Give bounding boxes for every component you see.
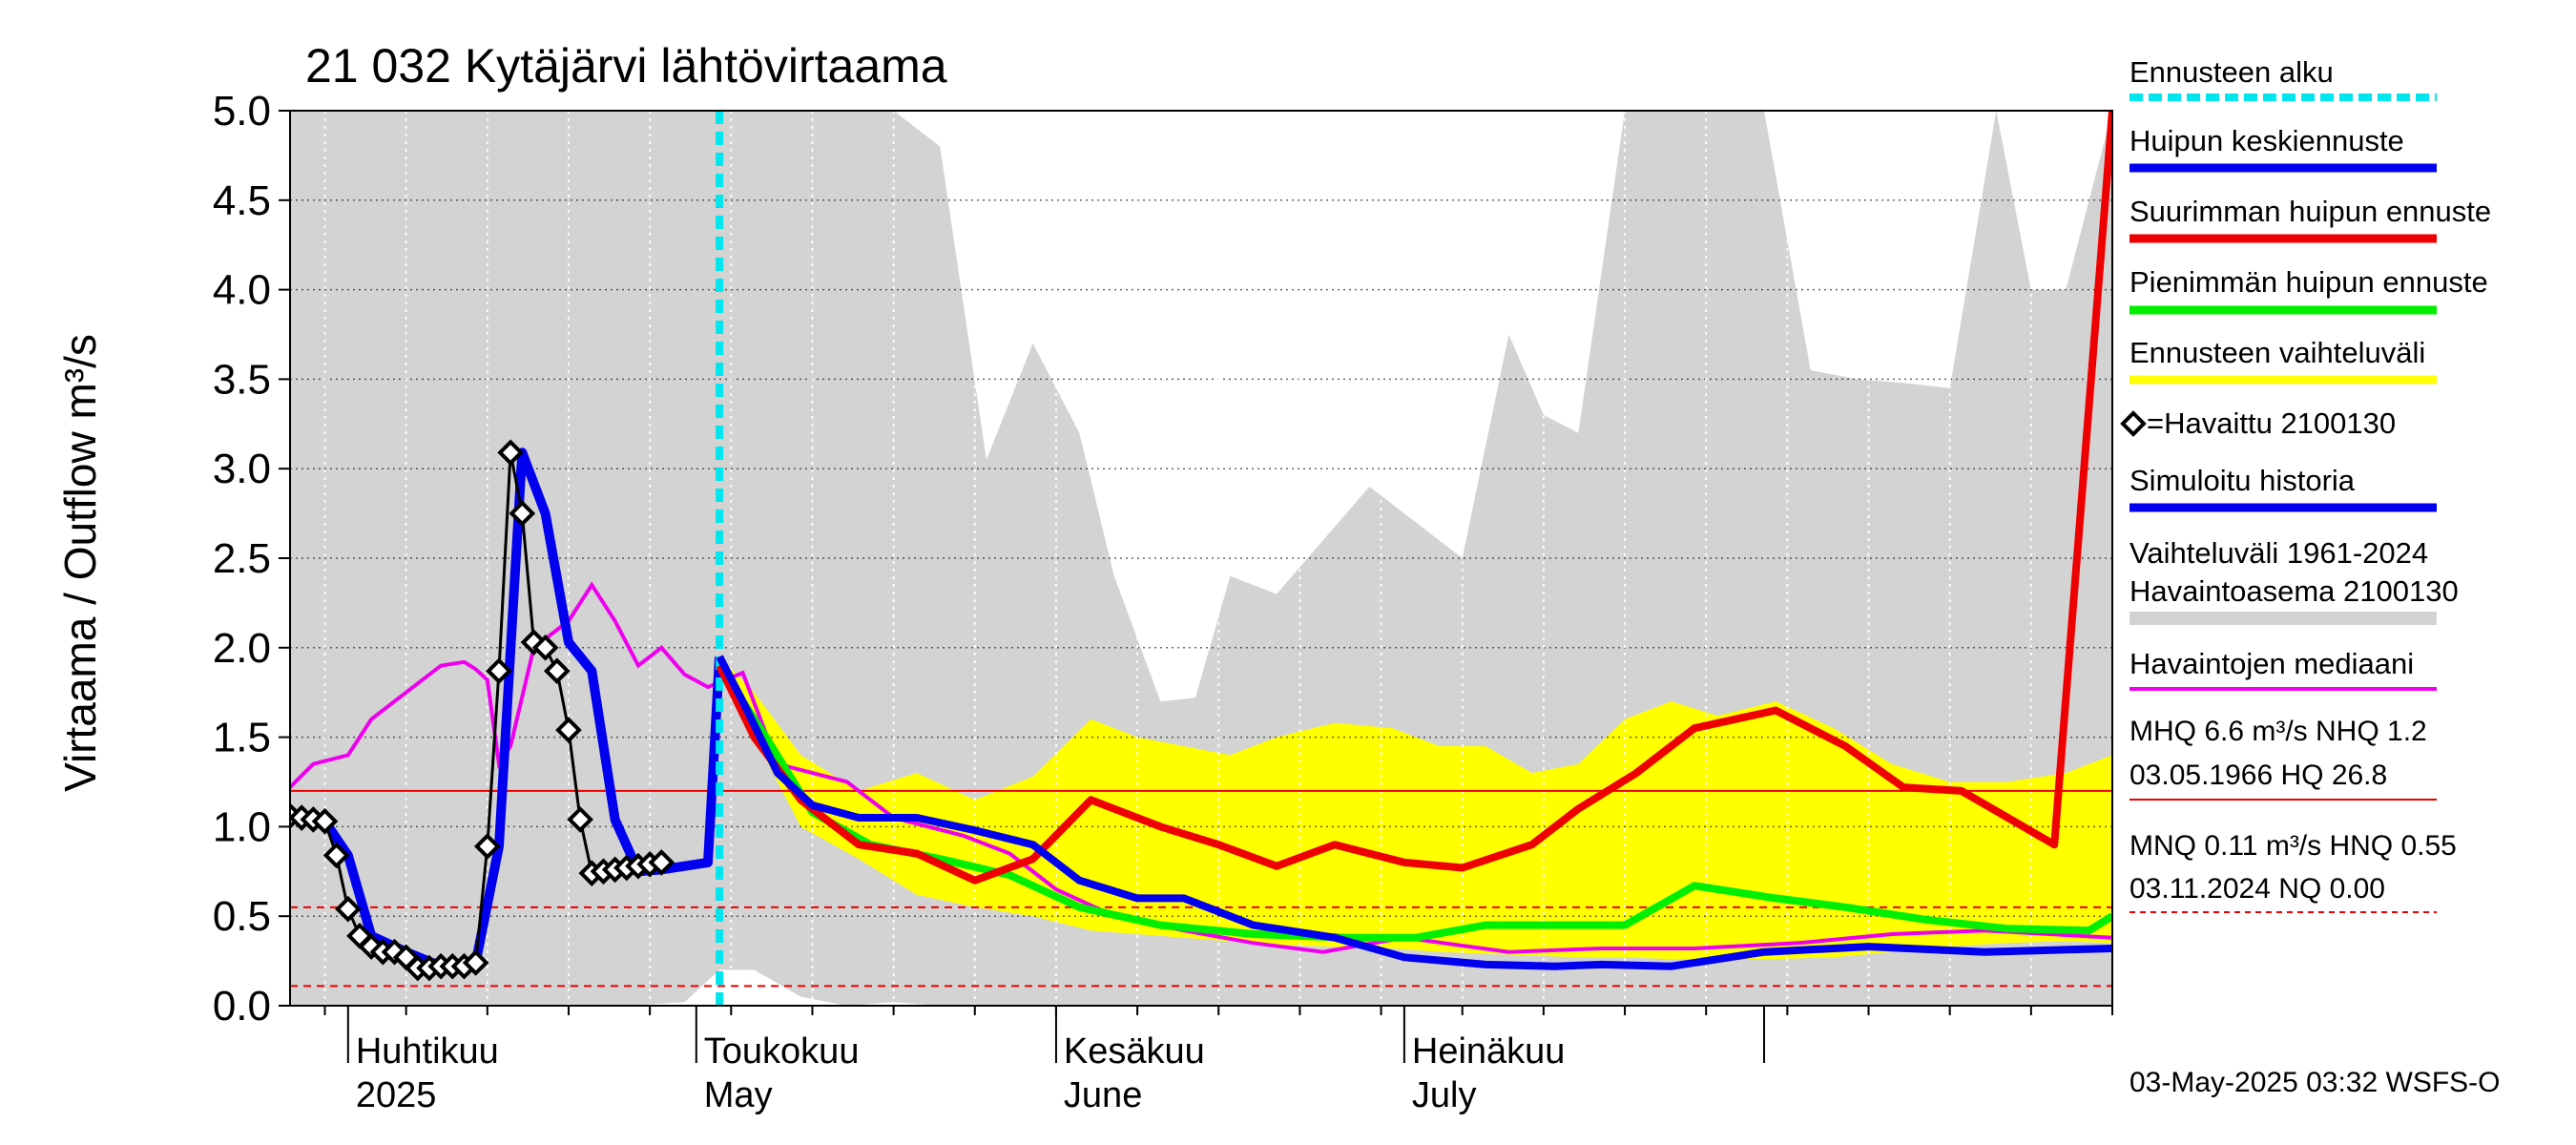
observed-point [486, 657, 512, 685]
legend-label: Huipun keskiennuste [2129, 124, 2404, 157]
y-tick-label: 2.0 [213, 625, 271, 672]
legend-label: Havaintojen mediaani [2129, 647, 2414, 680]
legend-label: Pienimmän huipun ennuste [2129, 265, 2488, 299]
observed-point [555, 717, 582, 743]
mean-forecast-line [716, 655, 2112, 970]
observed-point [543, 657, 571, 685]
stat-line-1: MHQ 6.6 m³/s NHQ 1.2 [2129, 716, 2427, 747]
legend: Ennusteen alku Huipun keskiennuste Suurimm… [2120, 55, 2491, 913]
legend-label: Suurimman huipun ennuste [2129, 195, 2491, 228]
y-tick-label: 5.0 [213, 88, 271, 135]
observed-point [509, 500, 536, 527]
observed-point [648, 849, 675, 876]
forecast-range-band [719, 656, 2112, 960]
max-forecast-line [716, 111, 2112, 885]
y-axis-ticks: 0.0 0.5 1.0 1.5 2.0 2.5 3.0 3.5 4.0 4.5 5.0 [213, 88, 290, 1030]
legend-label: Vaihteluväli 1961-2024 [2129, 536, 2428, 570]
y-tick-label: 4.0 [213, 267, 271, 314]
observed-point [473, 833, 501, 860]
observed-point [531, 634, 559, 661]
legend-label: Ennusteen alku [2129, 55, 2334, 89]
y-tick-label: 1.0 [213, 803, 271, 850]
x-month-sublabel: July [1412, 1075, 1477, 1115]
stat-line-4: 03.11.2024 NQ 0.00 [2129, 873, 2385, 905]
legend-marker [2120, 410, 2147, 437]
chart-title: 21 032 Kytäjärvi lähtövirtaama [305, 39, 947, 93]
plot-area [289, 110, 2113, 1007]
y-tick-label: 0.0 [213, 983, 271, 1030]
statistics-panel: MHQ 6.6 m³/s NHQ 1.2 03.05.1966 HQ 26.8 … [2129, 716, 2457, 905]
observed-point [311, 807, 339, 835]
x-month-sublabel: June [1064, 1075, 1142, 1115]
x-month-sublabel: May [704, 1075, 773, 1115]
y-tick-label: 2.5 [213, 535, 271, 582]
legend-label: =Havaittu 2100130 [2147, 406, 2396, 440]
plot-content [290, 111, 2112, 1006]
stat-line-2: 03.05.1966 HQ 26.8 [2129, 760, 2387, 791]
y-tick-label: 3.5 [213, 356, 271, 403]
observed-point [462, 949, 489, 976]
y-axis-label: Virtaama / Outflow m³/s [55, 334, 105, 792]
legend-label: Simuloitu historia [2129, 464, 2356, 497]
timestamp-footer: 03-May-2025 03:32 WSFS-O [2129, 1067, 2501, 1098]
x-month-sublabel: 2025 [356, 1075, 437, 1115]
y-tick-label: 4.5 [213, 177, 271, 224]
x-month-label: Toukokuu [704, 1031, 860, 1072]
observed-point [520, 629, 548, 656]
observed-point [322, 842, 350, 869]
legend-label: Havaintoasema 2100130 [2129, 574, 2459, 608]
y-tick-label: 0.5 [213, 893, 271, 940]
x-month-label: Huhtikuu [356, 1031, 499, 1072]
observed-point [497, 439, 524, 467]
x-month-label: Kesäkuu [1064, 1031, 1205, 1072]
y-tick-label: 3.0 [213, 446, 271, 492]
y-tick-label: 1.5 [213, 715, 271, 761]
x-month-label: Heinäkuu [1412, 1031, 1566, 1072]
observed-point [334, 895, 362, 923]
legend-label: Ennusteen vaihteluväli [2129, 336, 2425, 369]
stat-line-3: MNQ 0.11 m³/s HNQ 0.55 [2129, 830, 2457, 862]
observed-point [567, 806, 593, 833]
